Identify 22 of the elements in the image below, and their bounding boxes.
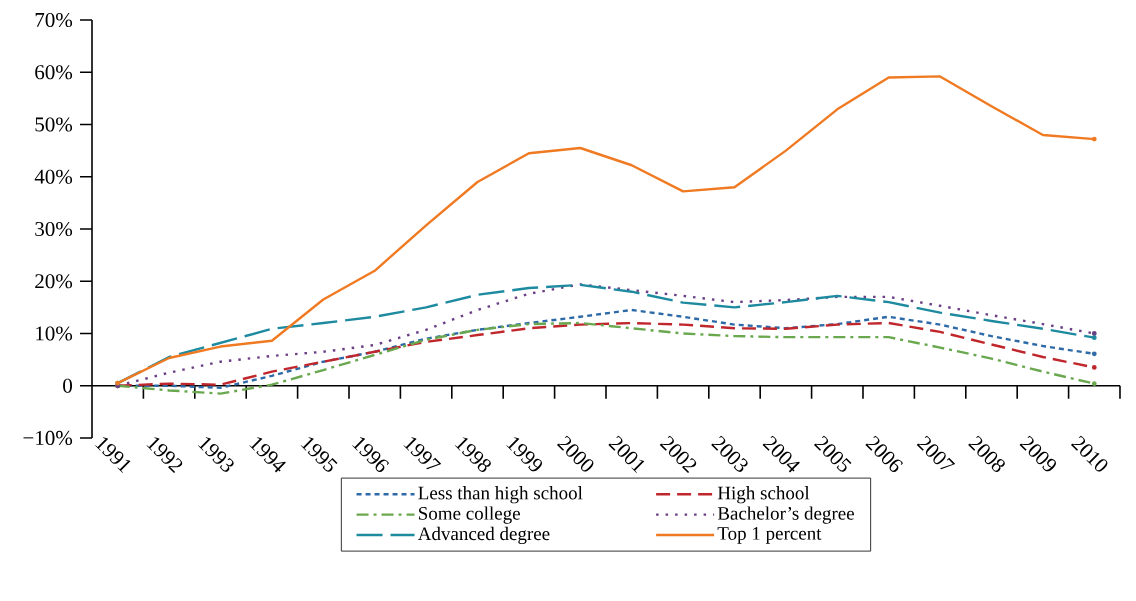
legend-label: Bachelor’s degree [717, 506, 854, 524]
y-tick-label: 10% [36, 326, 73, 341]
y-tick-label: 30% [35, 221, 73, 237]
legend-label: Advanced degree [417, 526, 550, 545]
legend-label: High school [717, 486, 810, 504]
legend-label: Top 1 percent [717, 527, 822, 544]
x-tick-label: 2007 [916, 435, 956, 470]
y-tick-label: 50% [35, 117, 73, 132]
y-tick-label: 60% [35, 65, 73, 80]
x-tick-label: 1998 [454, 437, 491, 473]
y-tick-label: −10% [23, 430, 73, 446]
y-tick-label: 20% [35, 274, 73, 289]
x-tick-label: 1993 [197, 437, 234, 472]
y-tick-label: 40% [34, 169, 73, 184]
y-tick-label: 70% [35, 12, 73, 28]
legend-label: Some college [419, 506, 520, 524]
x-tick-label: 1995 [300, 437, 338, 472]
x-tick-label: 1999 [506, 437, 542, 472]
legend-label: Less than high school [418, 486, 583, 504]
x-tick-label: 1997 [403, 437, 442, 470]
y-tick-label: 0 [63, 378, 73, 393]
x-tick-label: 1996 [352, 437, 389, 473]
